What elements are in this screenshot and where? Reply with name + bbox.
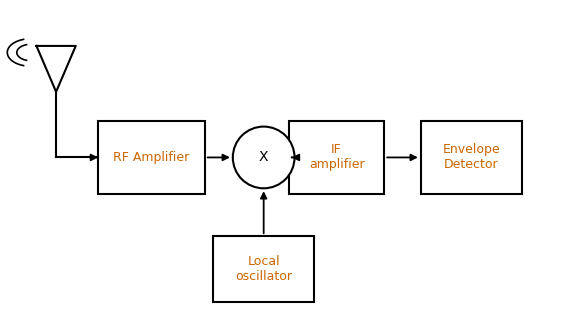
Bar	[98, 121, 205, 194]
Text: RF Amplifier: RF Amplifier	[113, 151, 190, 164]
Text: Local
oscillator: Local oscillator	[235, 255, 292, 283]
Text: IF
amplifier: IF amplifier	[309, 143, 365, 172]
Ellipse shape	[233, 127, 295, 188]
Bar	[421, 121, 522, 194]
Bar	[289, 121, 384, 194]
Bar	[213, 236, 314, 302]
Text: Envelope
Detector: Envelope Detector	[443, 143, 500, 172]
Text: X: X	[259, 151, 268, 164]
